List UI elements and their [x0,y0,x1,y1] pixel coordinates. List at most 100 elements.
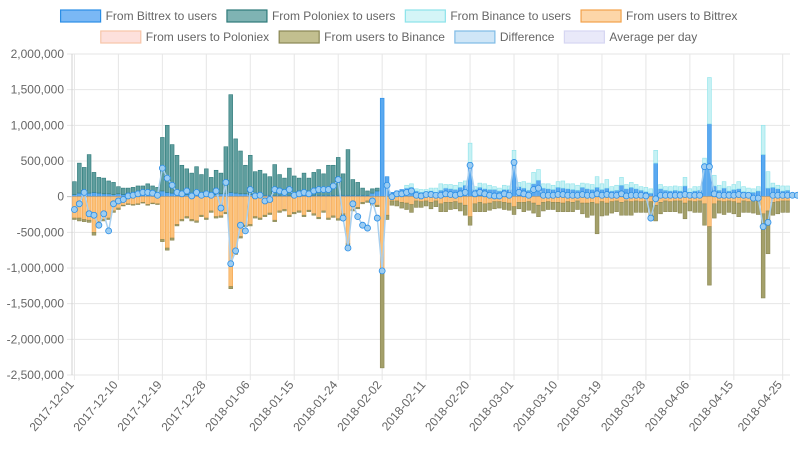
bar-bittrex-out [462,196,468,206]
bar-binance-in [599,183,605,190]
bar-binance-in [707,77,712,125]
bar-binance-in [770,182,776,188]
bar-binance-out [462,204,468,216]
difference-point [237,221,244,229]
bar-binance-out [497,201,502,209]
bar-binance-in [682,177,688,187]
legend-item-binance-in[interactable]: From Binance to users [404,9,571,23]
difference-point [378,267,386,275]
bar-binance-out [765,210,771,255]
difference-points [71,159,798,275]
legend-item-binance-out[interactable]: From users to Binance [278,30,445,44]
bar-bittrex-in [77,192,82,197]
bar-binance-in [492,186,497,190]
bar-bittrex-in [91,192,97,197]
bar-binance-out [282,209,287,212]
bar-binance-in [409,183,414,188]
difference-point [178,190,186,198]
bar-bittrex-out [707,196,712,227]
bar-binance-in [550,184,556,190]
bar-binance-out [560,202,566,212]
legend-label: From Poloniex to users [272,9,395,23]
bar-binance-out [580,202,585,215]
difference-point [368,197,376,205]
bar-binance-out [125,203,131,205]
bar-binance-out [262,214,268,217]
legend-label: From Bittrex to users [106,9,217,23]
bar-bittrex-out [96,196,102,222]
bar-binance-out [248,224,253,227]
legend: From Bittrex to users From Poloniex to us… [59,9,737,44]
legend-item-average[interactable]: Average per day [563,30,697,44]
difference-point [90,211,98,219]
legend-item-poloniex-in[interactable]: From Poloniex to users [226,9,395,23]
bar-poloniex-in [262,173,268,196]
bar-binance-in [653,150,658,164]
bar-binance-out [404,202,409,210]
bar-binance-out [165,247,170,251]
bar-binance-out [326,217,331,220]
bar-binance-out [633,200,639,213]
bar-binance-out [77,217,82,222]
difference-point [95,221,103,229]
bar-bittrex-out [765,196,771,212]
bar-bittrex-in [765,187,771,197]
x-tick-label: 2018-01-24 [290,378,340,434]
bar-bittrex-out [648,196,654,202]
bar-bittrex-in [169,192,175,197]
bar-bittrex-out [326,196,331,219]
legend-item-difference[interactable]: Difference [454,30,555,44]
difference-point [388,193,396,201]
bar-poloniex-in [189,172,194,195]
y-tick-label: 1,000,000 [11,118,65,132]
bar-binance-in [785,185,790,191]
bar-binance-out [423,200,429,207]
bar-binance-in [467,142,473,163]
bar-bittrex-in [106,193,111,197]
x-tick-label: 2017-12-10 [71,378,121,434]
bar-binance-out [272,219,277,222]
bar-bittrex-in [160,190,165,197]
bar-poloniex-in [106,180,111,195]
difference-point [75,200,83,208]
bar-bittrex-in [243,193,248,197]
bar-binance-out [477,202,483,212]
legend-item-bittrex-in[interactable]: From Bittrex to users [59,9,217,23]
bar-binance-out [204,217,209,220]
difference-point [222,178,230,186]
bar-poloniex-in [174,154,180,195]
x-tick-label: 2018-04-15 [686,378,736,434]
bar-bittrex-out [467,196,473,217]
bar-binance-out [531,202,536,214]
bar-binance-in [433,187,439,193]
bar-bittrex-out [619,196,624,203]
bar-binance-in [482,183,487,190]
bar-binance-in [673,185,678,191]
bar-binance-out [311,213,316,216]
bar-binance-out [355,207,360,210]
bar-binance-out [619,202,624,216]
bar-binance-out [663,200,668,212]
bar-poloniex-in [238,150,243,195]
legend-item-poloniex-out[interactable]: From users to Poloniex [100,30,269,44]
bar-binance-in [589,184,595,190]
difference-point [535,184,542,192]
bar-bittrex-out [135,196,141,205]
bar-bittrex-in [101,193,106,197]
legend-item-bittrex-out[interactable]: From users to Bittrex [580,9,737,23]
bar-binance-in [443,184,448,189]
bar-poloniex-in [272,164,277,196]
difference-point [706,163,713,171]
bar-bittrex-in [375,190,380,197]
bar-binance-in [692,186,697,192]
bar-binance-in [775,184,780,190]
bar-binance-out [301,214,307,217]
difference-point [158,164,166,172]
bar-binance-in [648,188,654,194]
bar-poloniex-in [340,173,346,196]
bar-binance-in [526,182,531,191]
bar-binance-out [751,200,756,214]
bar-binance-in [570,183,575,190]
bar-bittrex-out [150,196,155,204]
bar-binance-in [619,177,624,186]
